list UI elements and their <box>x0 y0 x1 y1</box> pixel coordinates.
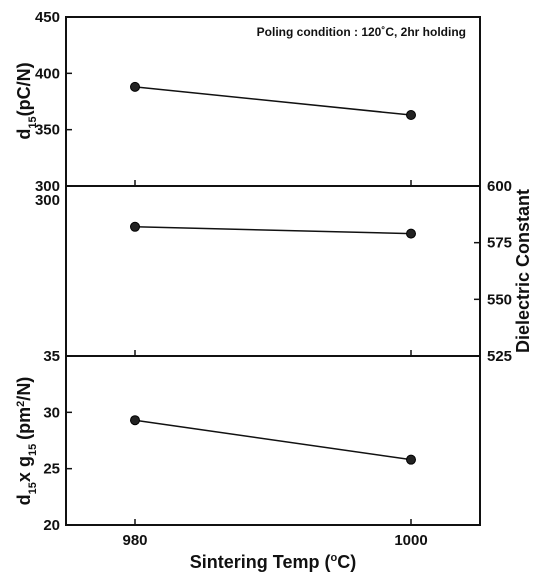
series-line <box>134 86 412 116</box>
y-tick-label: 20 <box>43 517 60 534</box>
y-tick-label-right: 550 <box>487 291 512 308</box>
chart-marks: 300 350 400 450 300 525 550 575 600 20 25 30 35 980 10… <box>35 9 512 549</box>
y-tick-label: 450 <box>35 9 60 26</box>
y-tick-label: 30 <box>43 404 60 421</box>
y-tick-label-right: 575 <box>487 235 512 252</box>
panel-frame-bottom <box>65 355 481 526</box>
y-tick-label-right: 600 <box>487 178 512 195</box>
x-axis-label: Sintering Temp (oC) <box>190 552 356 572</box>
y-tick-label: 25 <box>43 461 60 478</box>
y-tick-label: 350 <box>35 122 60 139</box>
data-point <box>130 221 140 232</box>
data-point <box>130 415 140 426</box>
data-point <box>406 110 416 121</box>
series-line <box>134 419 412 461</box>
series-line <box>134 226 412 235</box>
x-tick-label: 980 <box>122 532 147 549</box>
data-point <box>406 454 416 465</box>
y-axis-label-d15xg15: d15x g15(pm2/N) <box>14 377 39 506</box>
y-axis-label-dielectric: Dielectric Constant <box>513 189 533 353</box>
y-tick-label: 400 <box>35 65 60 82</box>
panel-frame-middle <box>65 185 481 357</box>
y-tick-label-right: 525 <box>487 348 512 365</box>
data-point <box>130 81 140 92</box>
y-axis-label-d15: d15(pC/N) <box>14 62 39 139</box>
x-tick-label: 1000 <box>394 532 427 549</box>
y-tick-label: 35 <box>43 348 60 365</box>
y-tick-label: 300 <box>35 178 60 195</box>
poling-annotation: Poling condition : 120˚C, 2hr holding <box>257 25 466 39</box>
data-point <box>406 228 416 239</box>
y-tick-label: 300 <box>35 192 60 209</box>
